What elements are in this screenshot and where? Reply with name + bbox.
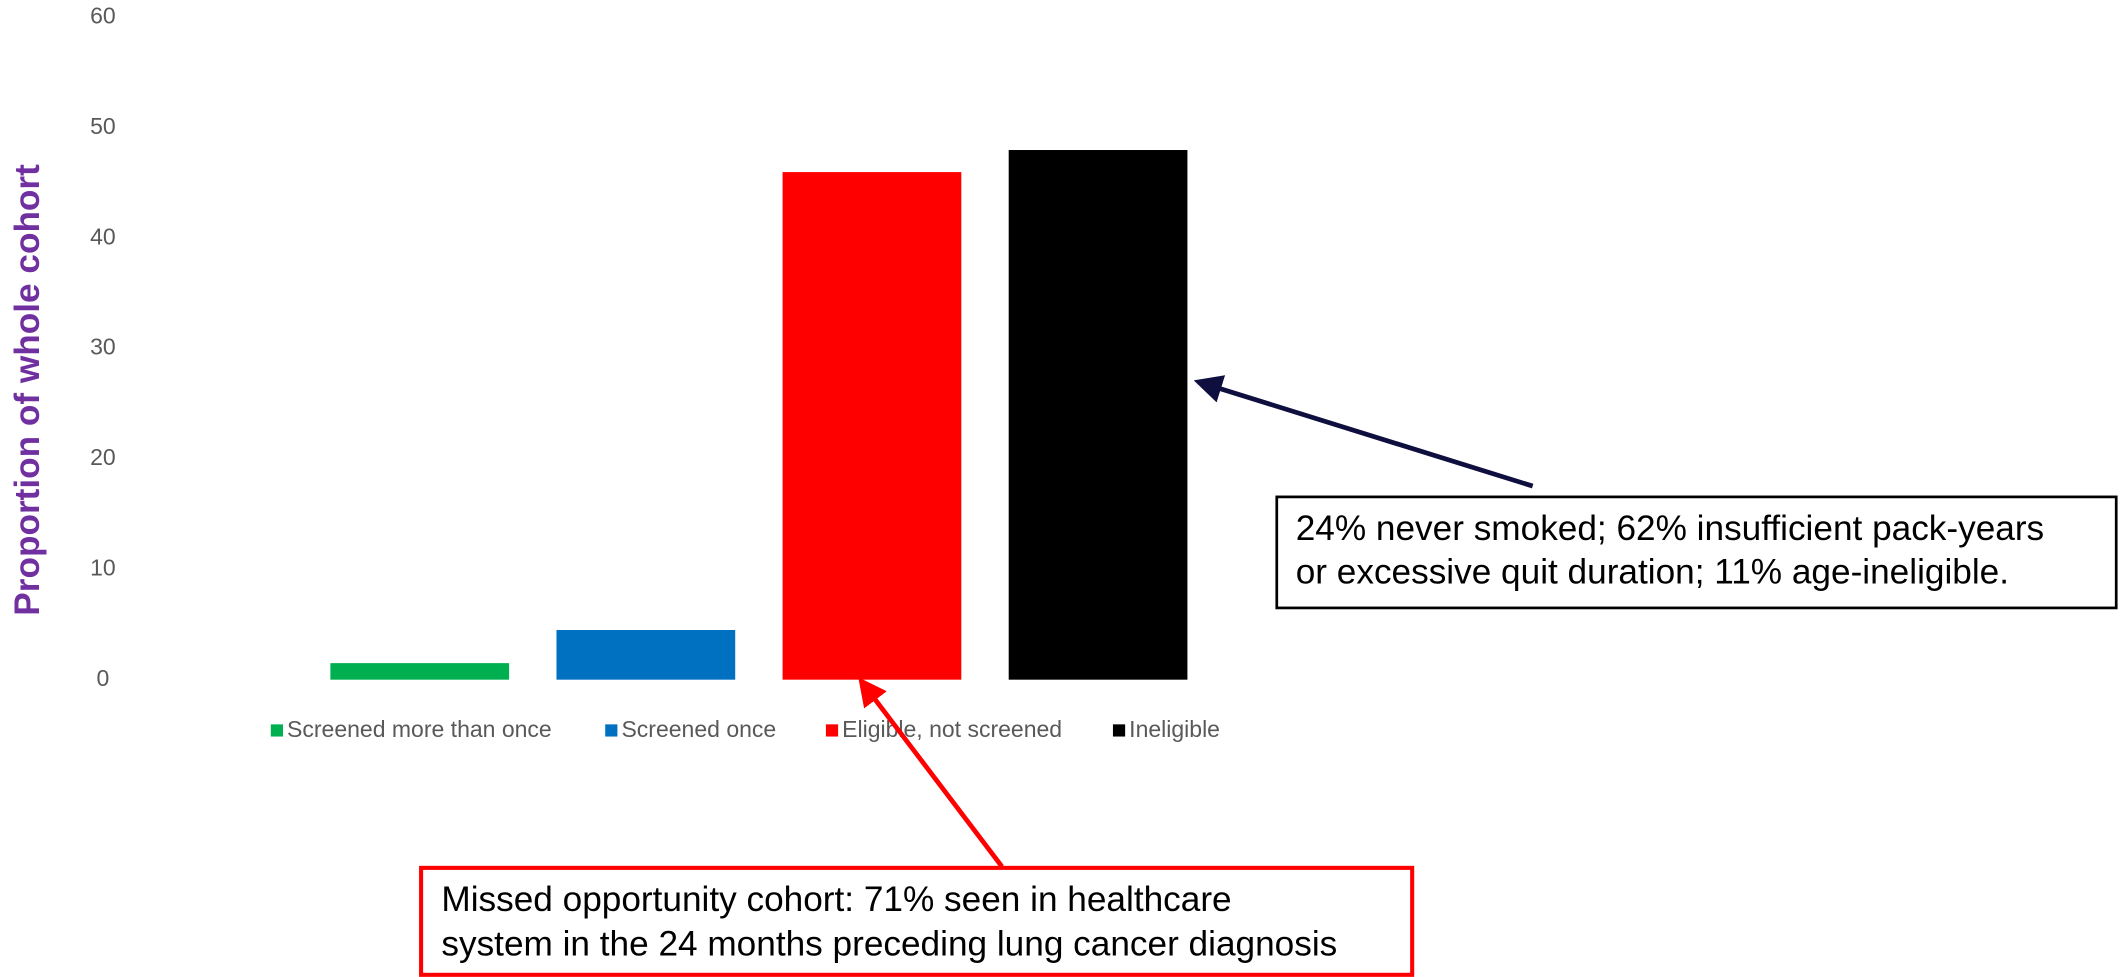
annotation-text: system in the 24 months preceding lung c…	[441, 925, 1337, 964]
y-tick-label: 10	[90, 554, 116, 580]
annotation-arrow	[1193, 375, 1534, 489]
legend-label: Ineligible	[1129, 716, 1220, 742]
legend-swatch	[1112, 724, 1126, 737]
legend-swatch	[270, 724, 283, 737]
annotation-text: 24% never smoked; 62% insufficient pack-…	[1296, 509, 2044, 548]
bar	[782, 172, 962, 680]
y-axis-label: Proportion of whole cohort	[8, 164, 47, 616]
annotation-text: or excessive quit duration; 11% age-inel…	[1296, 552, 2009, 591]
bar	[556, 630, 736, 680]
annotation-box	[419, 865, 1415, 977]
legend-swatch	[825, 724, 839, 737]
y-tick-label: 40	[90, 223, 116, 249]
legend-swatch	[605, 724, 618, 737]
legend-label: Screened more than once	[287, 716, 552, 742]
y-tick-label: 30	[90, 334, 116, 360]
annotation-box	[1275, 495, 2118, 610]
annotation-text: Missed opportunity cohort: 71% seen in h…	[441, 880, 1231, 919]
y-tick-label: 20	[90, 444, 116, 470]
bar	[330, 663, 510, 680]
bar	[1008, 150, 1188, 680]
y-tick-label: 0	[97, 665, 110, 691]
legend-label: Screened once	[621, 716, 776, 742]
y-tick-label: 60	[90, 3, 116, 29]
legend-label: Eligible, not screened	[842, 716, 1062, 742]
annotation-arrow	[858, 677, 1004, 868]
y-tick-label: 50	[90, 113, 116, 139]
